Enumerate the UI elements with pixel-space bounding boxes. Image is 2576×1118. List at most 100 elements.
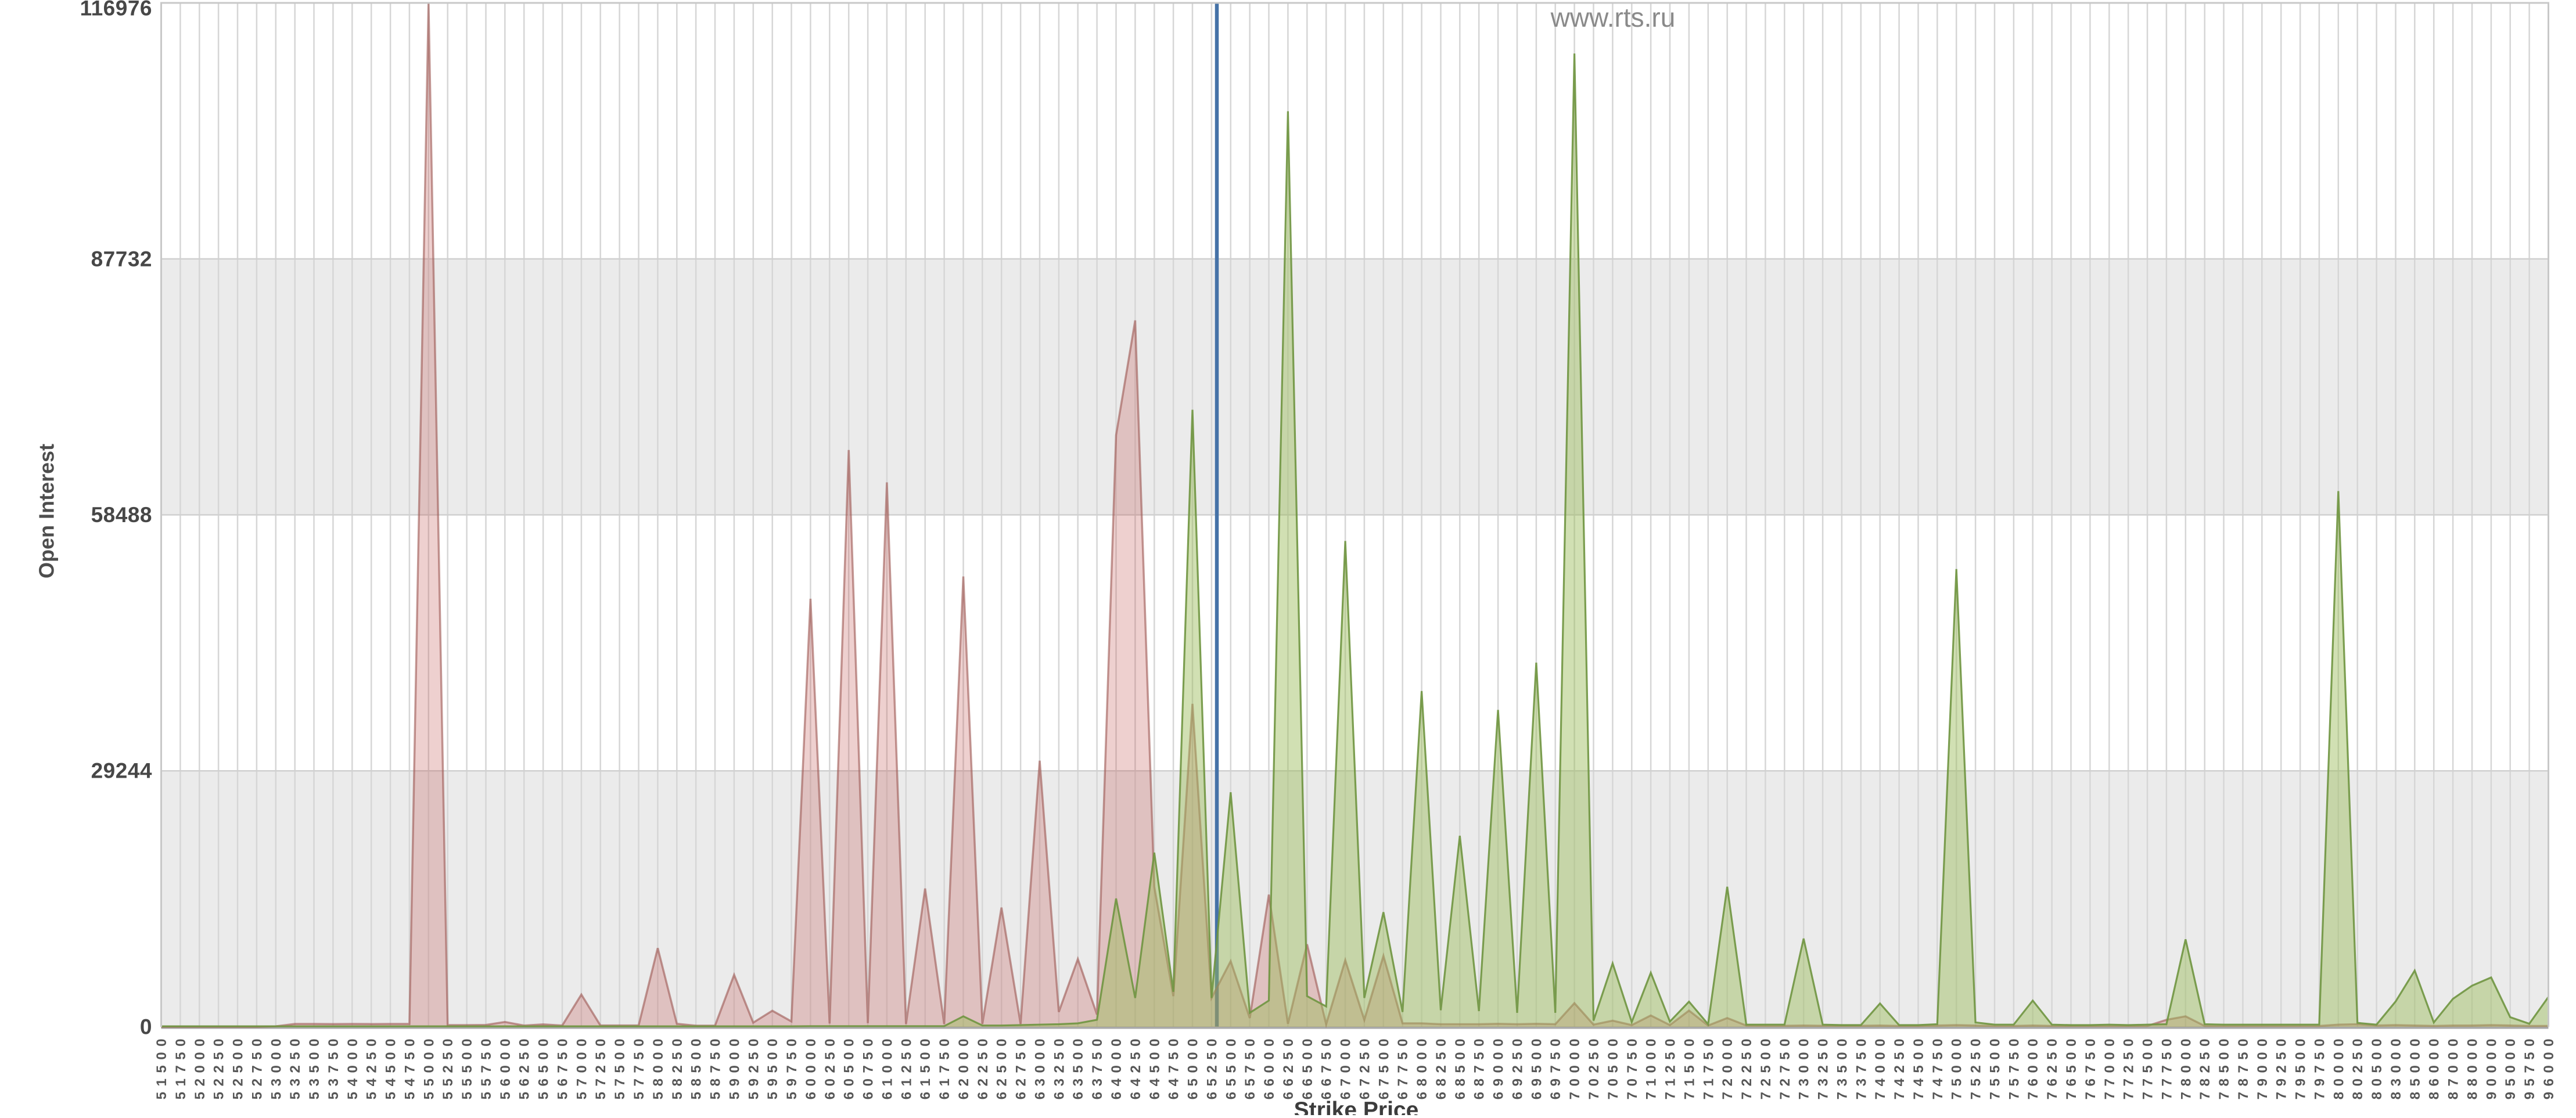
svg-text:79500: 79500 <box>2293 1033 2309 1099</box>
svg-text:71500: 71500 <box>1682 1033 1697 1099</box>
svg-text:65500: 65500 <box>1223 1033 1239 1099</box>
svg-text:73000: 73000 <box>1797 1033 1812 1099</box>
svg-text:66000: 66000 <box>1262 1033 1277 1099</box>
svg-text:76750: 76750 <box>2083 1033 2099 1099</box>
svg-text:88000: 88000 <box>2465 1033 2481 1099</box>
svg-text:58250: 58250 <box>670 1033 685 1099</box>
svg-text:79000: 79000 <box>2255 1033 2270 1099</box>
svg-text:69500: 69500 <box>1529 1033 1544 1099</box>
svg-text:56250: 56250 <box>517 1033 533 1099</box>
svg-text:60500: 60500 <box>842 1033 857 1099</box>
svg-text:60250: 60250 <box>822 1033 838 1099</box>
svg-text:77500: 77500 <box>2140 1033 2156 1099</box>
svg-text:80500: 80500 <box>2369 1033 2385 1099</box>
svg-text:Strike Price: Strike Price <box>1294 1098 1419 1115</box>
svg-text:70500: 70500 <box>1605 1033 1621 1099</box>
svg-text:66500: 66500 <box>1300 1033 1316 1099</box>
svg-text:51500: 51500 <box>154 1033 170 1099</box>
svg-text:116976: 116976 <box>80 0 152 20</box>
svg-text:68000: 68000 <box>1414 1033 1430 1099</box>
svg-text:59250: 59250 <box>746 1033 761 1099</box>
svg-text:67750: 67750 <box>1395 1033 1411 1099</box>
svg-text:67250: 67250 <box>1357 1033 1373 1099</box>
svg-text:71000: 71000 <box>1644 1033 1659 1099</box>
svg-text:80250: 80250 <box>2350 1033 2366 1099</box>
svg-text:74750: 74750 <box>1930 1033 1946 1099</box>
svg-text:78250: 78250 <box>2197 1033 2213 1099</box>
svg-text:70000: 70000 <box>1567 1033 1583 1099</box>
svg-text:67000: 67000 <box>1338 1033 1354 1099</box>
svg-text:53250: 53250 <box>288 1033 303 1099</box>
svg-text:60000: 60000 <box>803 1033 819 1099</box>
svg-text:76000: 76000 <box>2025 1033 2041 1099</box>
svg-text:76250: 76250 <box>2045 1033 2060 1099</box>
svg-text:85000: 85000 <box>2408 1033 2423 1099</box>
svg-text:90000: 90000 <box>2484 1033 2499 1099</box>
svg-text:61750: 61750 <box>937 1033 953 1099</box>
svg-text:95750: 95750 <box>2522 1033 2538 1099</box>
svg-text:55250: 55250 <box>440 1033 456 1099</box>
svg-text:75000: 75000 <box>1949 1033 1965 1099</box>
svg-text:70750: 70750 <box>1625 1033 1640 1099</box>
svg-text:63750: 63750 <box>1090 1033 1105 1099</box>
svg-text:52000: 52000 <box>192 1033 208 1099</box>
svg-text:73250: 73250 <box>1816 1033 1831 1099</box>
svg-text:0: 0 <box>140 1015 152 1039</box>
svg-text:57750: 57750 <box>631 1033 647 1099</box>
svg-text:72500: 72500 <box>1758 1033 1774 1099</box>
svg-text:64750: 64750 <box>1166 1033 1182 1099</box>
svg-text:83000: 83000 <box>2388 1033 2404 1099</box>
svg-text:78750: 78750 <box>2236 1033 2251 1099</box>
svg-text:62250: 62250 <box>975 1033 991 1099</box>
svg-text:55750: 55750 <box>479 1033 494 1099</box>
svg-text:72000: 72000 <box>1720 1033 1736 1099</box>
svg-text:62750: 62750 <box>1014 1033 1029 1099</box>
svg-text:65250: 65250 <box>1204 1033 1220 1099</box>
svg-text:55000: 55000 <box>421 1033 437 1099</box>
svg-text:65750: 65750 <box>1242 1033 1258 1099</box>
svg-text:64250: 64250 <box>1128 1033 1144 1099</box>
svg-text:67500: 67500 <box>1376 1033 1392 1099</box>
svg-text:76500: 76500 <box>2064 1033 2079 1099</box>
svg-text:58000: 58000 <box>651 1033 666 1099</box>
svg-text:www.rts.ru: www.rts.ru <box>1550 2 1676 33</box>
svg-text:64000: 64000 <box>1109 1033 1124 1099</box>
svg-text:54500: 54500 <box>383 1033 399 1099</box>
svg-text:75500: 75500 <box>1988 1033 2003 1099</box>
svg-text:78000: 78000 <box>2178 1033 2194 1099</box>
svg-text:56500: 56500 <box>536 1033 552 1099</box>
svg-text:53750: 53750 <box>326 1033 342 1099</box>
svg-text:77250: 77250 <box>2121 1033 2137 1099</box>
svg-text:75750: 75750 <box>2006 1033 2022 1099</box>
svg-text:58750: 58750 <box>708 1033 724 1099</box>
svg-text:60750: 60750 <box>861 1033 876 1099</box>
svg-text:61000: 61000 <box>879 1033 895 1099</box>
svg-text:59000: 59000 <box>727 1033 742 1099</box>
svg-text:57000: 57000 <box>574 1033 590 1099</box>
svg-text:87732: 87732 <box>91 247 152 271</box>
svg-text:87000: 87000 <box>2446 1033 2462 1099</box>
svg-text:Open Interest: Open Interest <box>35 444 59 578</box>
svg-text:55500: 55500 <box>459 1033 475 1099</box>
svg-text:56750: 56750 <box>555 1033 571 1099</box>
svg-text:59500: 59500 <box>765 1033 781 1099</box>
svg-text:66750: 66750 <box>1319 1033 1335 1099</box>
svg-text:53000: 53000 <box>268 1033 284 1099</box>
svg-text:51750: 51750 <box>173 1033 189 1099</box>
svg-text:71250: 71250 <box>1663 1033 1679 1099</box>
svg-text:79250: 79250 <box>2274 1033 2290 1099</box>
svg-text:52500: 52500 <box>231 1033 246 1099</box>
svg-text:72250: 72250 <box>1739 1033 1755 1099</box>
svg-text:77750: 77750 <box>2159 1033 2175 1099</box>
svg-text:68750: 68750 <box>1472 1033 1488 1099</box>
svg-text:72750: 72750 <box>1777 1033 1793 1099</box>
svg-text:61500: 61500 <box>918 1033 933 1099</box>
svg-text:69750: 69750 <box>1548 1033 1564 1099</box>
svg-text:57500: 57500 <box>612 1033 628 1099</box>
svg-text:78500: 78500 <box>2216 1033 2232 1099</box>
svg-text:61250: 61250 <box>899 1033 914 1099</box>
svg-text:58488: 58488 <box>91 503 152 527</box>
svg-text:66250: 66250 <box>1281 1033 1296 1099</box>
svg-text:74000: 74000 <box>1873 1033 1888 1099</box>
svg-text:74500: 74500 <box>1911 1033 1927 1099</box>
